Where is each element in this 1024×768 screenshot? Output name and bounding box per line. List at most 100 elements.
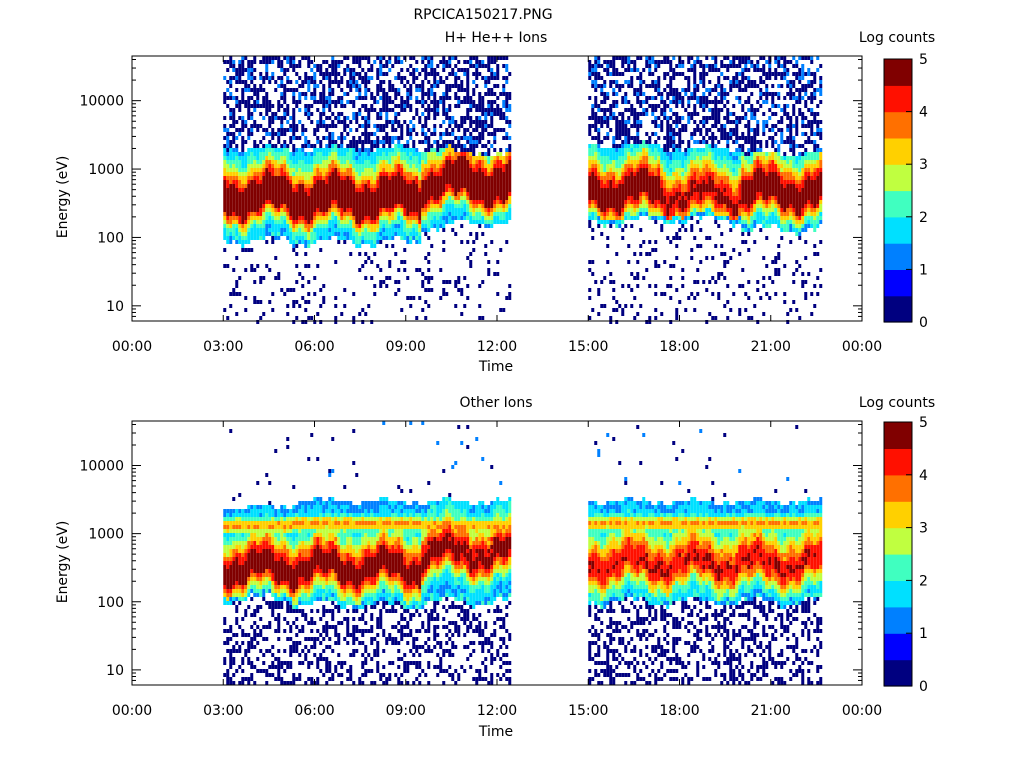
- heatmap-cell: [463, 196, 467, 200]
- heatmap-cell: [430, 132, 434, 136]
- heatmap-cell: [469, 100, 473, 104]
- heatmap-cell: [403, 236, 407, 240]
- heatmap-cell: [687, 112, 691, 116]
- heatmap-cell: [436, 224, 440, 228]
- heatmap-cell: [684, 180, 688, 184]
- heatmap-cell: [642, 68, 646, 72]
- heatmap-cell: [274, 148, 278, 152]
- heatmap-cell: [484, 196, 488, 200]
- heatmap-cell: [322, 296, 326, 300]
- heatmap-cell: [436, 216, 440, 220]
- heatmap-cell: [487, 60, 491, 64]
- heatmap-cell: [681, 168, 685, 172]
- heatmap-cell: [669, 164, 673, 168]
- heatmap-cell: [406, 156, 410, 160]
- heatmap-cell: [325, 208, 329, 212]
- heatmap-cell: [439, 100, 443, 104]
- heatmap-cell: [232, 204, 236, 208]
- heatmap-cell: [487, 112, 491, 116]
- heatmap-cell: [699, 156, 703, 160]
- heatmap-cell: [352, 140, 356, 144]
- heatmap-cell: [286, 304, 290, 308]
- heatmap-cell: [457, 100, 461, 104]
- heatmap-cell: [340, 112, 344, 116]
- heatmap-cell: [666, 84, 670, 88]
- heatmap-cell: [331, 120, 335, 124]
- heatmap-cell: [394, 180, 398, 184]
- heatmap-cell: [708, 192, 712, 196]
- heatmap-cell: [373, 208, 377, 212]
- heatmap-cell: [385, 124, 389, 128]
- heatmap-cell: [678, 176, 682, 180]
- heatmap-cell: [609, 80, 613, 84]
- heatmap-cell: [490, 176, 494, 180]
- heatmap-cell: [226, 68, 230, 72]
- heatmap-cell: [427, 192, 431, 196]
- heatmap-cell: [277, 232, 281, 236]
- heatmap-cell: [481, 192, 485, 196]
- heatmap-cell: [660, 184, 664, 188]
- heatmap-cell: [397, 152, 401, 156]
- heatmap-cell: [403, 212, 407, 216]
- heatmap-cell: [370, 160, 374, 164]
- heatmap-cell: [711, 136, 715, 140]
- heatmap-cell: [699, 140, 703, 144]
- heatmap-cell: [618, 188, 622, 192]
- heatmap-cell: [283, 108, 287, 112]
- heatmap-cell: [397, 228, 401, 232]
- heatmap-cell: [475, 232, 479, 236]
- heatmap-cell: [597, 84, 601, 88]
- heatmap-cell: [277, 272, 281, 276]
- heatmap-cell: [472, 172, 476, 176]
- heatmap-cell: [481, 120, 485, 124]
- heatmap-cell: [370, 212, 374, 216]
- heatmap-cell: [678, 212, 682, 216]
- heatmap-cell: [295, 148, 299, 152]
- heatmap-cell: [286, 216, 290, 220]
- heatmap-cell: [367, 216, 371, 220]
- heatmap-cell: [445, 200, 449, 204]
- heatmap-cell: [633, 160, 637, 164]
- heatmap-cell: [325, 200, 329, 204]
- heatmap-cell: [421, 208, 425, 212]
- heatmap-cell: [496, 176, 500, 180]
- heatmap-cell: [370, 260, 374, 264]
- heatmap-cell: [253, 204, 257, 208]
- heatmap-cell: [247, 172, 251, 176]
- heatmap-cell: [376, 68, 380, 72]
- heatmap-cell: [259, 180, 263, 184]
- heatmap-cell: [301, 144, 305, 148]
- heatmap-cell: [271, 216, 275, 220]
- heatmap-cell: [418, 296, 422, 300]
- heatmap-cell: [295, 224, 299, 228]
- heatmap-cell: [639, 228, 643, 232]
- heatmap-cell: [241, 100, 245, 104]
- heatmap-cell: [609, 216, 613, 220]
- heatmap-cell: [618, 220, 622, 224]
- heatmap-cell: [627, 152, 631, 156]
- heatmap-cell: [304, 244, 308, 248]
- heatmap-cell: [373, 164, 377, 168]
- heatmap-cell: [268, 180, 272, 184]
- heatmap-cell: [361, 232, 365, 236]
- heatmap-cell: [603, 204, 607, 208]
- heatmap-cell: [352, 164, 356, 168]
- heatmap-cell: [388, 96, 392, 100]
- heatmap-cell: [469, 60, 473, 64]
- heatmap-cell: [708, 92, 712, 96]
- heatmap-cell: [385, 60, 389, 64]
- heatmap-cell: [295, 156, 299, 160]
- heatmap-cell: [588, 260, 592, 264]
- heatmap-cell: [253, 220, 257, 224]
- heatmap-cell: [283, 96, 287, 100]
- heatmap-cell: [711, 100, 715, 104]
- heatmap-cell: [588, 148, 592, 152]
- heatmap-cell: [229, 208, 233, 212]
- heatmap-cell: [400, 128, 404, 132]
- heatmap-cell: [591, 236, 595, 240]
- heatmap-cell: [502, 308, 506, 312]
- heatmap-cell: [627, 56, 631, 60]
- heatmap-cell: [241, 224, 245, 228]
- heatmap-cell: [597, 312, 601, 316]
- heatmap-cell: [627, 108, 631, 112]
